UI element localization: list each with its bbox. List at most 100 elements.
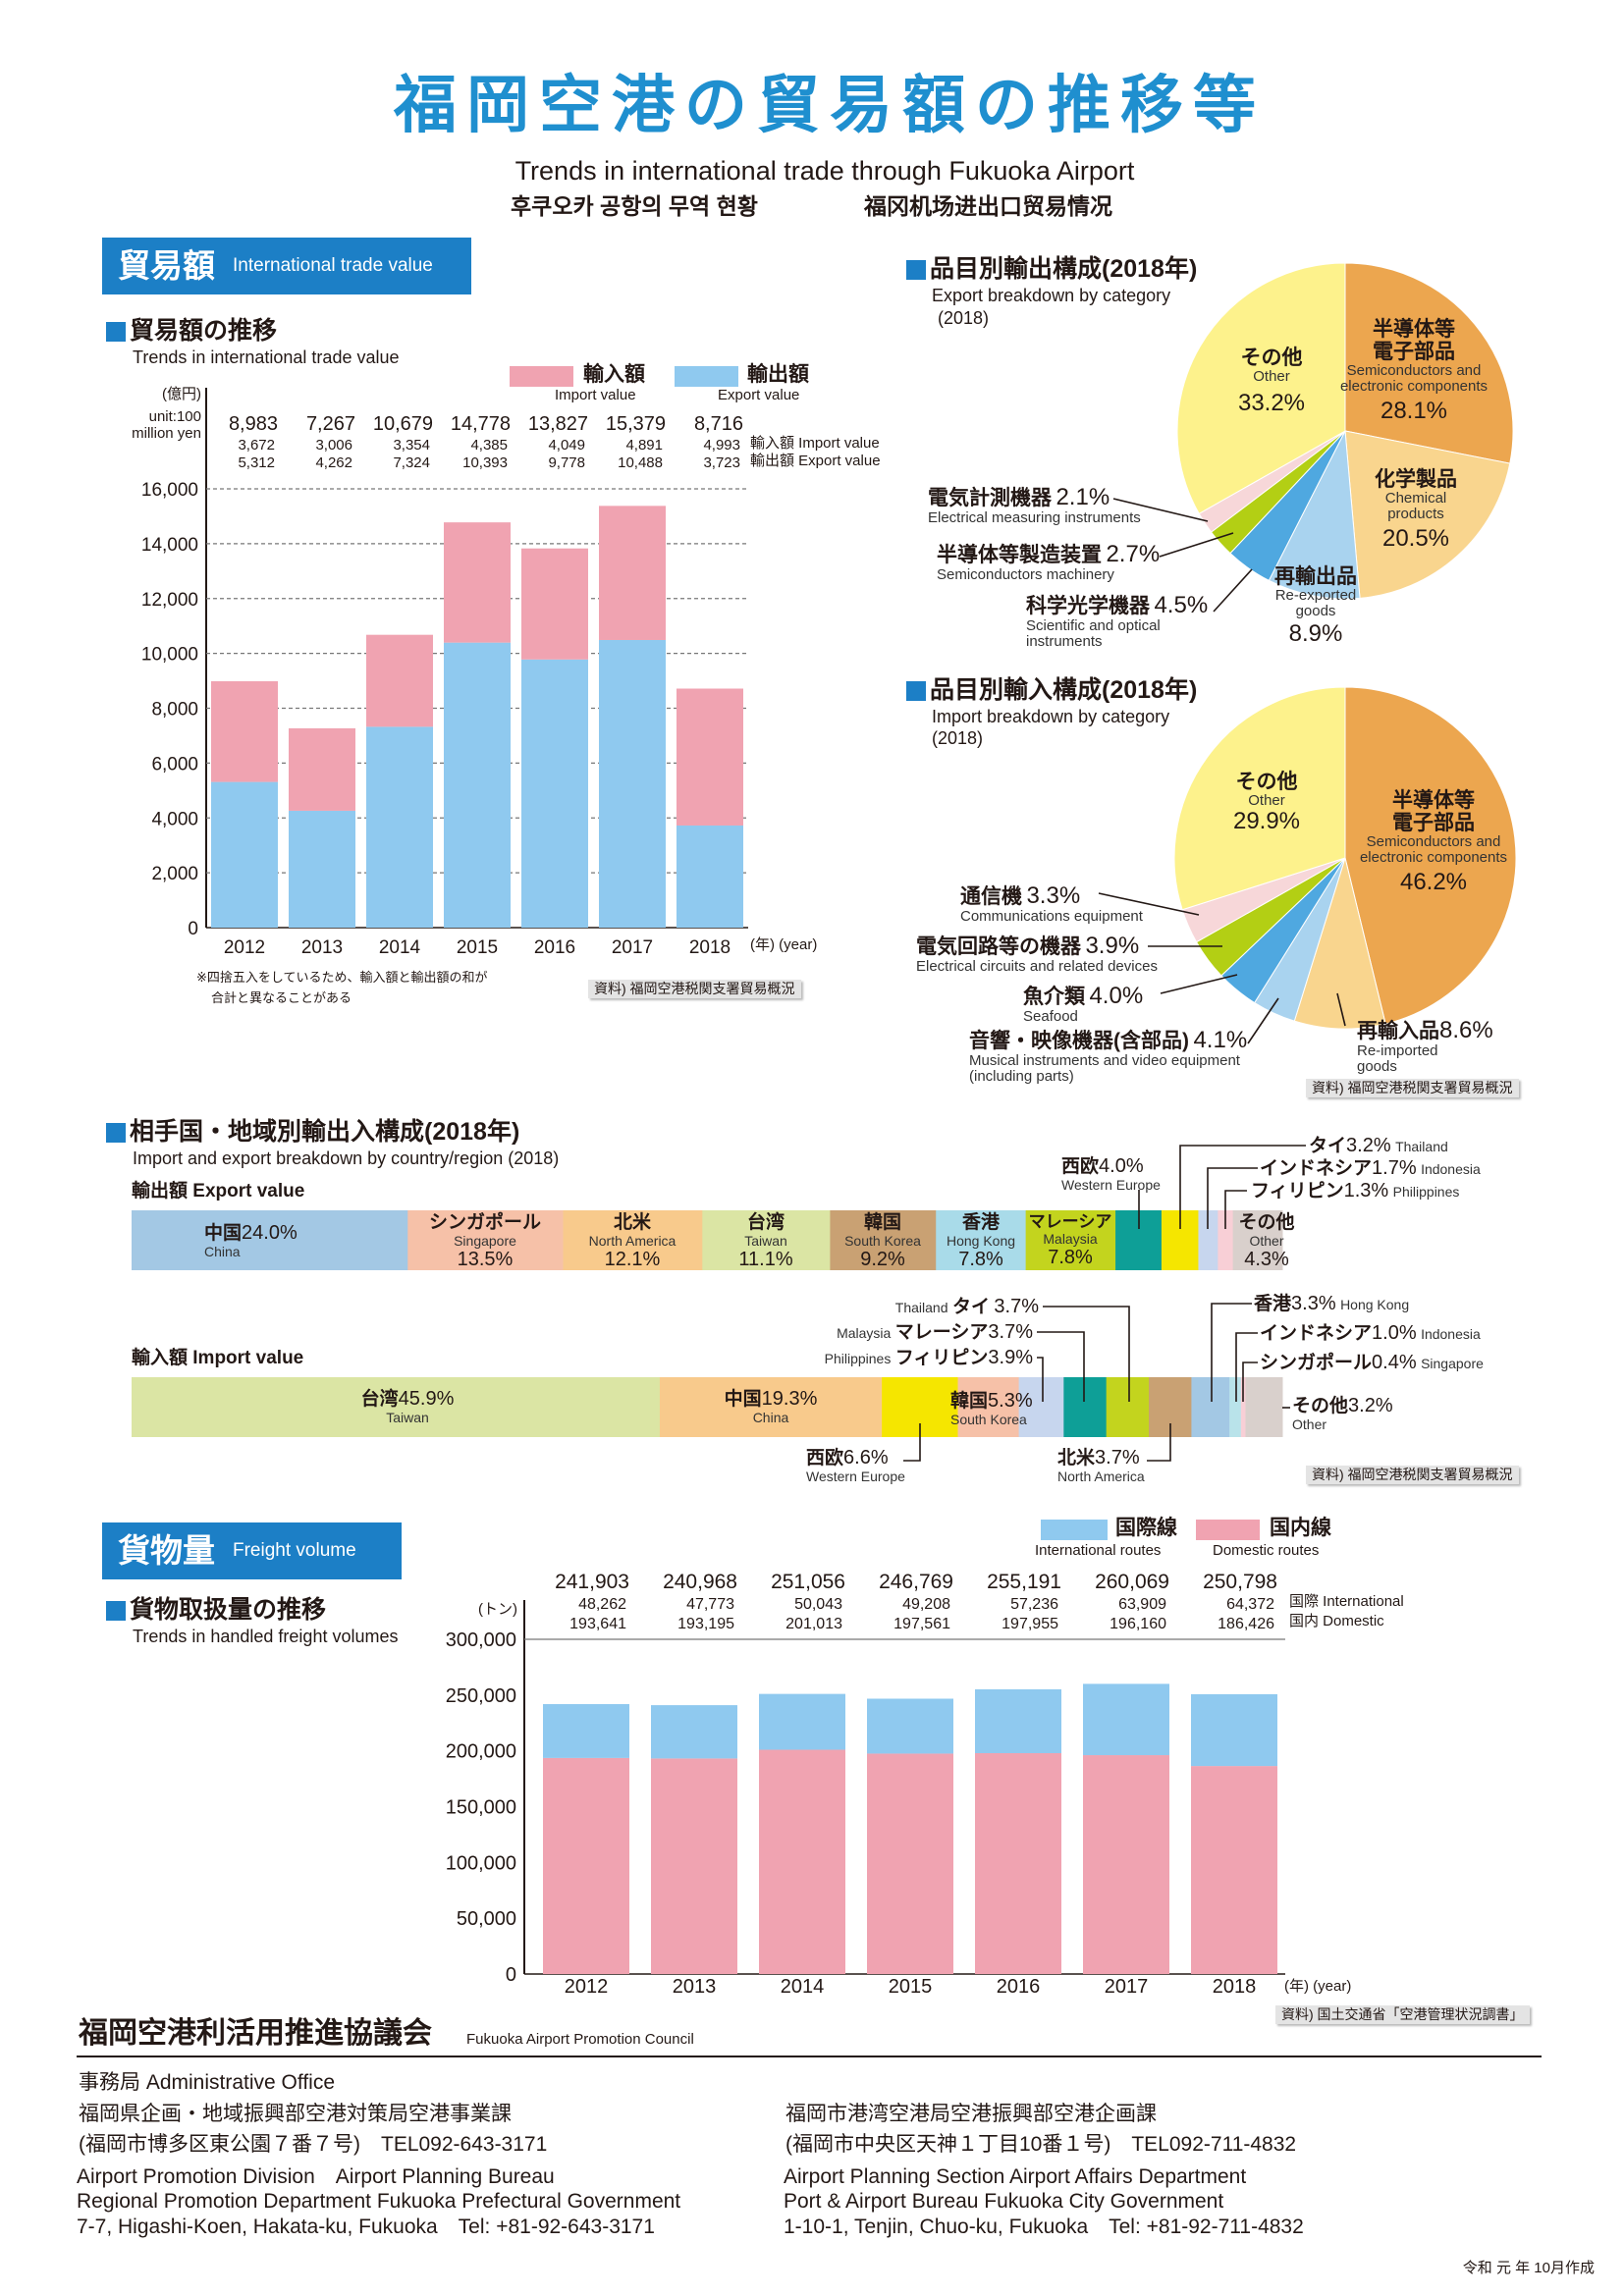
row-label-import: 輸入額 Import value [750, 435, 880, 452]
y-tick-label: 50,000 [457, 1908, 516, 1930]
heading-text: 品目別輸入構成(2018年) [930, 676, 1198, 704]
heading-text: 相手国・地域別輸出入構成(2018年) [130, 1118, 520, 1146]
pie-label-other: その他 Other 29.9% [1232, 771, 1301, 834]
total-label: 13,827 [528, 413, 588, 435]
segment-label-western-europe: 西欧4.0% Western Europe [1061, 1155, 1161, 1193]
segment-label-singapore: シンガポール0.4% Singapore [1260, 1352, 1484, 1373]
council-name-ja: 福岡空港利活用推進協議会 [79, 2017, 432, 2050]
series-value-label: 197,955 [1001, 1616, 1058, 1632]
series-value-label: 4,385 [470, 437, 508, 454]
bar-segment [132, 1210, 408, 1270]
pie-slice [1344, 430, 1511, 599]
freight-chart: 0 50,000 100,000 150,000 200,000 250,000 300,0… [446, 1571, 1285, 1998]
x-tick-label: 2015 [457, 937, 498, 958]
heading-text: 品目別輸出構成(2018年) [930, 255, 1198, 283]
bar-segment [830, 1210, 937, 1270]
series-value-label: 10,488 [618, 454, 663, 471]
pie-label-reimported: 再輸入品8.6% Re-imported goods [1357, 1017, 1493, 1076]
x-tick-label: 2015 [889, 1976, 933, 1998]
y-tick-label: 8,000 [151, 700, 198, 721]
x-tick-label: 2014 [379, 937, 421, 958]
bar-segment [407, 1210, 564, 1270]
x-tick-label: 2013 [301, 937, 343, 958]
section-label-ja: 貨物量 [118, 1531, 215, 1569]
leader-line [1037, 1331, 1085, 1402]
bar-segment [1232, 1210, 1283, 1270]
right-contact-line: Airport Planning Section Airport Affairs… [784, 2165, 1247, 2188]
segment-label-malaysia: Malaysia マレーシア3.7% [837, 1321, 1033, 1343]
pie-label-scientific: 科学光学機器 4.5% Scientific and optical instru… [1026, 592, 1209, 651]
pie-slice [1293, 856, 1386, 1030]
y-tick-label: 150,000 [446, 1797, 516, 1819]
left-contact-line: (福岡市博多区東公園７番７号) TEL092-643-3171 [79, 2133, 548, 2156]
x-tick-label: 2012 [565, 1976, 609, 1998]
segment-label-other: その他 Other 4.3% [1238, 1212, 1295, 1271]
total-label: 7,267 [306, 413, 355, 435]
pie-label-communications: 通信機 3.3% Communications equipment [960, 882, 1143, 926]
import-pie-subtitle: Import breakdown by category [932, 707, 1170, 726]
total-label: 241,903 [555, 1571, 629, 1593]
pie-label-seafood: 魚介類 4.0% Seafood [1023, 983, 1144, 1026]
trade-chart-heading-en: Trends in international trade value [133, 347, 400, 367]
pie-slice [1173, 686, 1346, 911]
x-tick-label: 2016 [997, 1976, 1041, 1998]
total-label: 246,769 [879, 1571, 953, 1593]
segment-label-indonesia: インドネシア1.0% Indonesia [1260, 1322, 1481, 1344]
segment-label-singapore: シンガポール Singapore 13.5% [428, 1212, 542, 1271]
export-pie-subtitle: Export breakdown by category [932, 286, 1171, 305]
bar-segment [759, 1749, 845, 1974]
country-title: 相手国・地域別輸出入構成(2018年) [106, 1118, 520, 1147]
source-note: 資料) 福岡空港税関支署貿易概況 [1306, 1466, 1519, 1485]
segment-label-thailand: タイ3.2% Thailand [1309, 1135, 1448, 1156]
series-value-label: 4,993 [703, 437, 740, 454]
leader-line [1224, 1190, 1247, 1229]
leader-line [1043, 1306, 1130, 1402]
leader-line [1098, 892, 1200, 916]
series-value-label: 193,641 [569, 1616, 626, 1632]
subtitle-zh: 福冈机场进出口贸易情况 [864, 193, 1112, 219]
left-contact-line: 福岡県企画・地域振興部空港対策局空港事業課 [79, 2103, 512, 2125]
right-contact-line: Port & Airport Bureau Fukuoka City Gover… [784, 2190, 1224, 2213]
segment-label-hong-kong: 香港3.3% Hong Kong [1254, 1293, 1410, 1314]
bar-segment [1198, 1210, 1218, 1270]
bar-segment [975, 1688, 1061, 1753]
heading-text: 貿易額の推移 [130, 317, 278, 345]
total-label: 250,798 [1203, 1571, 1277, 1593]
pie-label-semiconductors: 半導体等電子部品 Semiconductors and electronic co… [1359, 789, 1508, 895]
freight-chart-heading-en: Trends in handled freight volumes [133, 1627, 399, 1646]
section-label-en: Freight volume [233, 1539, 356, 1561]
segment-label-philippines: フィリピン1.3% Philippines [1251, 1180, 1460, 1201]
series-value-label: 63,909 [1118, 1596, 1166, 1613]
row-label-domestic: 国内 Domestic [1289, 1613, 1384, 1629]
bar-segment [867, 1698, 953, 1754]
x-tick-label: 2016 [534, 937, 575, 958]
series-value-label: 47,773 [686, 1596, 734, 1613]
bar-segment [1083, 1683, 1169, 1756]
y-tick-label: 16,000 [141, 480, 198, 501]
bar-segment [677, 825, 743, 928]
series-value-label: 50,043 [794, 1596, 842, 1613]
import-bar-label: 輸入額 Import value [132, 1348, 304, 1368]
y-tick-label: 200,000 [446, 1741, 516, 1763]
right-contact-line: (福岡市中央区天神１丁目10番１号) TEL092-711-4832 [785, 2133, 1297, 2156]
segment-label-north-america: 北米 North America 12.1% [588, 1212, 677, 1271]
pie-label-semi-machinery: 半導体等製造装置 2.7% Semiconductors machinery [937, 541, 1161, 584]
legend-intl-ja: 国際線 [1115, 1517, 1177, 1539]
bar-segment [132, 1377, 661, 1437]
section-label-en: International trade value [233, 254, 433, 276]
bar-segment [702, 1210, 831, 1270]
segment-label-hong-kong: 香港 Hong Kong 7.8% [946, 1212, 1016, 1271]
series-value-label: 5,312 [238, 454, 275, 471]
pie-label-semiconductors: 半導体等電子部品 Semiconductors and electronic co… [1339, 318, 1489, 424]
x-tick-label: 2018 [1213, 1976, 1257, 1998]
bar-segment [444, 642, 511, 928]
bar-segment [563, 1210, 703, 1270]
bar-segment [651, 1705, 737, 1759]
bar-segment [521, 659, 588, 928]
bar-segment [1229, 1377, 1242, 1437]
year-unit: (年) (year) [1284, 1978, 1352, 1995]
legend-swatch-import [510, 366, 573, 387]
bar-segment [867, 1753, 953, 1974]
segment-label-north-america: 北米3.7% North America [1057, 1447, 1145, 1484]
source-note: 資料) 国土交通省「空港管理状況調書」 [1275, 2005, 1530, 2025]
